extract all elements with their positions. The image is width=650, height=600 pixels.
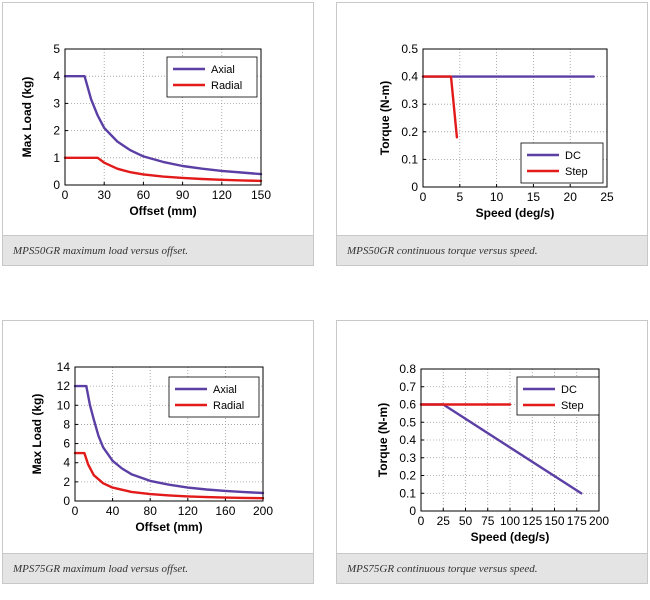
y-tick-label: 8 [63, 417, 70, 431]
figure-caption: MPS75GR maximum load versus offset. [3, 553, 313, 583]
y-tick-label: 0.4 [401, 70, 418, 84]
x-tick-label: 100 [500, 514, 520, 528]
legend-box [520, 142, 604, 184]
x-tick-label: 15 [527, 190, 541, 204]
y-tick-label: 10 [57, 398, 71, 412]
x-tick-label: 120 [212, 188, 232, 202]
y-tick-label: 0.3 [399, 451, 416, 465]
legend-label-step: Step [561, 400, 584, 412]
x-axis-label: Speed (deg/s) [476, 206, 555, 220]
legend-label-axial: Axial [213, 384, 237, 396]
x-tick-label: 0 [72, 504, 79, 518]
x-tick-label: 0 [420, 190, 427, 204]
x-tick-label: 50 [459, 514, 473, 528]
x-tick-label: 150 [544, 514, 564, 528]
y-tick-label: 0.6 [399, 398, 416, 412]
y-axis-label: Torque (N-m) [378, 81, 392, 155]
x-tick-label: 200 [589, 514, 609, 528]
y-tick-label: 0.3 [401, 97, 418, 111]
x-tick-label: 5 [456, 190, 463, 204]
legend-label-step: Step [565, 166, 588, 178]
y-tick-label: 0.2 [399, 469, 416, 483]
y-tick-label: 5 [53, 42, 60, 56]
x-axis-label: Offset (mm) [135, 520, 202, 534]
legend-label-dc: DC [561, 384, 577, 396]
y-axis-label: Torque (N-m) [376, 403, 390, 477]
y-tick-label: 0.4 [399, 433, 416, 447]
series-line-step [421, 75, 459, 139]
y-tick-label: 0 [411, 180, 418, 194]
x-tick-label: 200 [253, 504, 273, 518]
series-line-axial [73, 384, 265, 495]
chart-svg: 0 40 80 120 160 200 0 2 4 6 8 10 12 14 Offset (mm) Max … [30, 360, 273, 534]
legend-label-radial: Radial [213, 400, 244, 412]
series-line-radial [63, 156, 263, 183]
axes-box [420, 368, 600, 512]
y-axis-label: Max Load (kg) [30, 394, 44, 475]
legend-label-axial: Axial [211, 64, 235, 76]
x-tick-label: 25 [600, 190, 614, 204]
x-tick-label: 120 [178, 504, 198, 518]
axes-box [64, 48, 262, 186]
y-tick-label: 0 [63, 494, 70, 508]
x-tick-label: 60 [137, 188, 151, 202]
y-tick-label: 0.1 [399, 486, 416, 500]
y-tick-label: 2 [53, 124, 60, 138]
figure-caption: MPS50GR continuous torque versus speed. [337, 235, 647, 265]
chart-panel-mps75gr-torque: 0 25 50 75 100 125 150 175 200 0 0.1 0.2 0.3 0.4 0.5 0.… [336, 320, 648, 584]
x-tick-label: 175 [567, 514, 587, 528]
legend-box [166, 56, 258, 98]
x-tick-label: 10 [490, 190, 504, 204]
y-tick-label: 0.8 [399, 362, 416, 376]
x-tick-label: 90 [176, 188, 190, 202]
y-tick-label: 0 [409, 504, 416, 518]
series-line-radial [73, 451, 265, 500]
y-tick-label: 0.7 [399, 380, 416, 394]
y-tick-label: 1 [53, 151, 60, 165]
x-tick-label: 80 [144, 504, 158, 518]
chart-panel-mps50gr-load: 0 30 60 90 120 150 0 1 2 3 4 5 Offset (mm) Max Load (… [2, 2, 314, 266]
x-tick-label: 0 [62, 188, 69, 202]
y-tick-label: 6 [63, 437, 70, 451]
x-tick-label: 125 [522, 514, 542, 528]
x-tick-label: 75 [481, 514, 495, 528]
y-tick-label: 0.5 [399, 415, 416, 429]
y-tick-label: 4 [63, 456, 70, 470]
x-tick-label: 20 [564, 190, 578, 204]
chart-panel-mps50gr-torque: 0 5 10 15 20 25 0 0.1 0.2 0.3 0.4 0.5 Speed (deg/s) T… [336, 2, 648, 266]
x-axis-label: Offset (mm) [129, 204, 196, 218]
y-tick-label: 4 [53, 69, 60, 83]
y-tick-label: 0.1 [401, 152, 418, 166]
x-tick-label: 0 [418, 514, 425, 528]
legend-box [516, 376, 600, 416]
chart-svg: 0 30 60 90 120 150 0 1 2 3 4 5 Offset (mm) Max Load (… [20, 42, 271, 218]
y-tick-label: 14 [57, 360, 71, 374]
x-tick-label: 40 [106, 504, 120, 518]
axes-box [422, 48, 608, 188]
chart-panel-mps75gr-load: 0 40 80 120 160 200 0 2 4 6 8 10 12 14 Offset (mm) Max … [2, 320, 314, 584]
y-tick-label: 2 [63, 475, 70, 489]
legend-box [168, 376, 260, 418]
figure-caption: MPS75GR continuous torque versus speed. [337, 553, 647, 583]
x-tick-label: 160 [215, 504, 235, 518]
x-tick-label: 150 [251, 188, 271, 202]
x-tick-label: 30 [98, 188, 112, 202]
figure-caption: MPS50GR maximum load versus offset. [3, 235, 313, 265]
chart-svg: 0 25 50 75 100 125 150 175 20000.10.20.30.40.50.… [376, 362, 609, 544]
axes-box [74, 366, 264, 502]
y-tick-label: 0 [53, 178, 60, 192]
y-tick-label: 3 [53, 96, 60, 110]
legend-label-radial: Radial [211, 80, 242, 92]
x-axis-label: Speed (deg/s) [471, 530, 550, 544]
chart-svg: 0 5 10 15 20 25 0 0.1 0.2 0.3 0.4 0.5 Speed (deg/s) T… [378, 42, 614, 220]
series-line-axial [63, 74, 263, 176]
y-tick-label: 12 [57, 379, 71, 393]
y-axis-label: Max Load (kg) [20, 77, 34, 158]
y-tick-label: 0.5 [401, 42, 418, 56]
x-tick-label: 25 [437, 514, 451, 528]
legend-label-dc: DC [565, 150, 581, 162]
y-tick-label: 0.2 [401, 125, 418, 139]
